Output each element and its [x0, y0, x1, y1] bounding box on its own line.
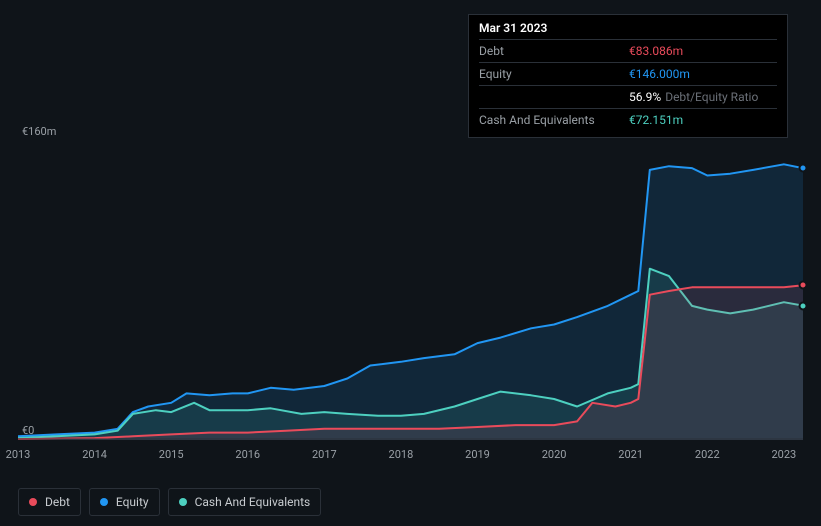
tooltip-value: €146.000m [629, 67, 777, 81]
circle-icon [179, 498, 187, 506]
x-tick-label: 2018 [389, 448, 414, 461]
x-axis: 2013201420152016201720182019202020212022… [18, 448, 803, 468]
tooltip-row: 56.9%Debt/Equity Ratio [479, 85, 777, 108]
tooltip-label: Equity [479, 67, 629, 81]
x-tick-label: 2023 [771, 448, 796, 461]
y-tick-label: €160m [22, 125, 56, 138]
series-end-marker-icon [799, 164, 808, 173]
tooltip-label [479, 90, 629, 104]
legend-label: Debt [45, 495, 70, 509]
chart-tooltip: Mar 31 2023 Debt €83.086m Equity €146.00… [468, 14, 788, 138]
x-tick-label: 2017 [312, 448, 337, 461]
tooltip-value: €72.151m [629, 113, 777, 127]
x-tick-label: 2016 [235, 448, 260, 461]
legend-item-cash[interactable]: Cash And Equivalents [168, 488, 322, 516]
x-tick-label: 2019 [465, 448, 490, 461]
circle-icon [100, 498, 108, 506]
tooltip-row: Debt €83.086m [479, 39, 777, 62]
tooltip-label: Cash And Equivalents [479, 113, 629, 127]
x-tick-label: 2014 [82, 448, 107, 461]
tooltip-date: Mar 31 2023 [479, 21, 777, 39]
legend-label: Cash And Equivalents [195, 495, 311, 509]
chart-legend: Debt Equity Cash And Equivalents [18, 488, 321, 516]
tooltip-label: Debt [479, 44, 629, 58]
series-end-marker-icon [799, 281, 808, 290]
x-tick-label: 2022 [695, 448, 720, 461]
circle-icon [29, 498, 37, 506]
legend-label: Equity [116, 495, 149, 509]
x-tick-label: 2020 [542, 448, 567, 461]
tooltip-row: Equity €146.000m [479, 62, 777, 85]
line-area-chart[interactable] [18, 142, 803, 440]
tooltip-row: Cash And Equivalents €72.151m [479, 108, 777, 131]
x-tick-label: 2021 [618, 448, 643, 461]
x-tick-label: 2013 [6, 448, 31, 461]
legend-item-equity[interactable]: Equity [89, 488, 160, 516]
tooltip-value: €83.086m [629, 44, 777, 58]
series-end-marker-icon [799, 301, 808, 310]
legend-item-debt[interactable]: Debt [18, 488, 81, 516]
tooltip-value: 56.9%Debt/Equity Ratio [629, 90, 777, 104]
x-tick-label: 2015 [159, 448, 184, 461]
